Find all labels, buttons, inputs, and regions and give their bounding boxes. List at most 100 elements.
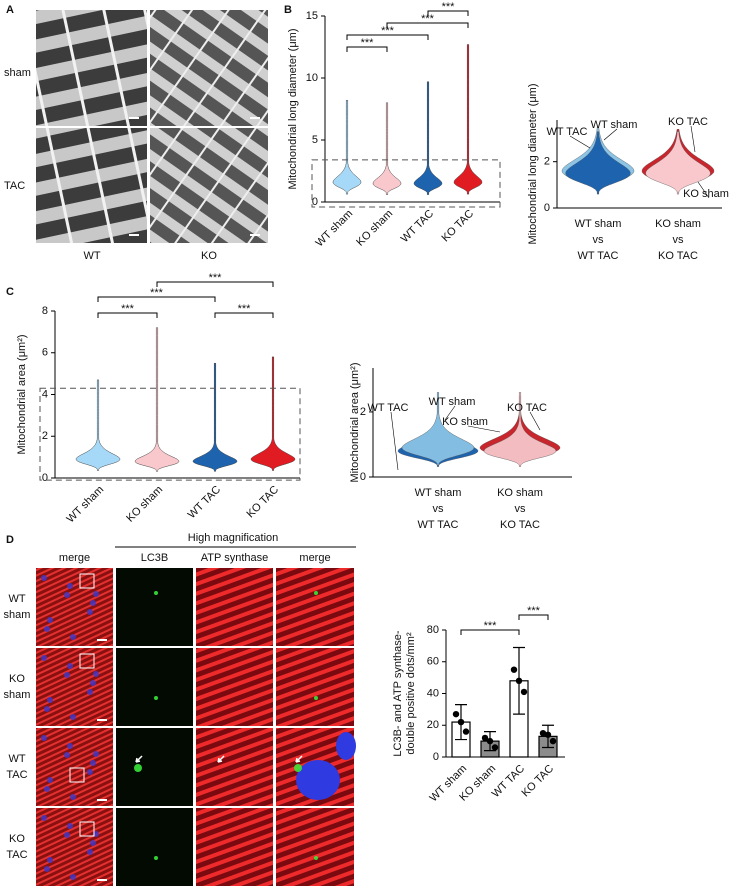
nucleus	[64, 672, 70, 678]
y-tick-label: 5	[312, 134, 318, 146]
x-tick-label: WT TAC	[578, 250, 619, 262]
nucleus	[87, 609, 93, 615]
row-label: WT	[8, 753, 25, 765]
roi-box	[79, 821, 95, 837]
series-label: KO TAC	[507, 402, 547, 414]
puncta	[314, 591, 318, 595]
micrograph	[116, 648, 193, 726]
nucleus	[41, 735, 47, 741]
column-label: merge	[299, 552, 330, 564]
violin	[645, 131, 711, 195]
micrograph	[36, 128, 147, 243]
nucleus	[44, 706, 50, 712]
bracket	[97, 296, 216, 302]
micrograph	[116, 808, 193, 886]
data-point	[510, 666, 518, 673]
zoom-box	[39, 387, 301, 481]
y-axis-label: LC3B- and ATP synthase-	[392, 630, 404, 756]
row-label: sham	[4, 609, 31, 621]
micrograph	[150, 10, 268, 126]
significance-label: ***	[150, 287, 164, 299]
nucleus	[296, 760, 340, 800]
nucleus	[64, 592, 70, 598]
x-tick-label: vs	[433, 503, 445, 515]
nucleus	[70, 634, 76, 640]
nucleus	[67, 583, 73, 589]
bracket	[97, 312, 158, 318]
significance-label: ***	[421, 13, 435, 25]
row-label: KO	[9, 673, 25, 685]
bracket	[460, 629, 520, 635]
x-tick-label: KO sham	[497, 487, 543, 499]
bracket	[427, 10, 469, 16]
micrograph	[150, 128, 268, 243]
y-tick-label: 2	[42, 430, 48, 442]
nucleus	[44, 626, 50, 632]
micrograph	[196, 728, 273, 806]
nucleus	[90, 760, 96, 766]
puncta	[134, 764, 142, 772]
panel-letter: B	[284, 4, 292, 16]
series-label: KO sham	[442, 416, 488, 428]
x-tick-label: vs	[515, 503, 527, 515]
puncta	[294, 764, 302, 772]
x-tick-label: KO TAC	[500, 519, 540, 531]
row-label: WT	[8, 593, 25, 605]
y-tick-label: 10	[306, 72, 318, 84]
nucleus	[47, 777, 53, 783]
x-tick-label: KO sham	[124, 484, 165, 525]
data-point	[457, 718, 465, 726]
leader-line	[467, 425, 501, 433]
data-point	[520, 688, 528, 696]
puncta	[154, 591, 158, 595]
violin	[483, 392, 557, 467]
roi-box	[79, 573, 95, 589]
nucleus	[41, 815, 47, 821]
row-label: TAC	[6, 769, 27, 781]
violin	[192, 362, 238, 472]
column-label: merge	[59, 552, 90, 564]
micrograph	[196, 648, 273, 726]
row-label: TAC	[6, 849, 27, 861]
nucleus	[87, 689, 93, 695]
nucleus	[70, 874, 76, 880]
y-tick-label: 0	[42, 472, 48, 484]
nucleus	[87, 849, 93, 855]
row-label: sham	[4, 689, 31, 701]
x-tick-label: WT sham	[314, 208, 356, 250]
y-tick-label: 0	[312, 196, 318, 208]
data-point	[515, 677, 523, 684]
y-axis-label: double positive dots/mm²	[405, 632, 417, 755]
x-tick-label: WT sham	[65, 484, 107, 526]
violin	[75, 379, 121, 471]
bracket	[214, 312, 274, 318]
leader-line	[603, 128, 618, 141]
data-point	[452, 710, 460, 718]
puncta	[314, 856, 318, 860]
violin	[453, 44, 483, 195]
series-label: WT TAC	[547, 126, 588, 138]
y-tick-label: 8	[42, 305, 48, 317]
leader-line	[444, 405, 456, 421]
y-tick-label: 6	[42, 347, 48, 359]
arrow	[135, 755, 143, 763]
bracket	[518, 614, 549, 620]
violin	[372, 102, 402, 195]
row-label: KO	[9, 833, 25, 845]
x-tick-label: KO sham	[354, 208, 395, 249]
leader-line	[697, 181, 710, 199]
x-tick-label: KO sham	[655, 218, 701, 230]
nucleus	[93, 751, 99, 757]
y-tick-label: 80	[427, 624, 439, 636]
y-tick-label: 2	[544, 156, 550, 168]
y-tick-label: 0	[433, 751, 439, 763]
bracket	[386, 22, 469, 28]
series-label: WT sham	[429, 396, 476, 408]
y-tick-label: 20	[427, 719, 439, 731]
micrograph	[36, 10, 147, 126]
y-axis-label: Mitochondrial long diameter (μm)	[527, 83, 539, 244]
column-label: WT	[83, 250, 100, 262]
column-label: KO	[201, 250, 217, 262]
